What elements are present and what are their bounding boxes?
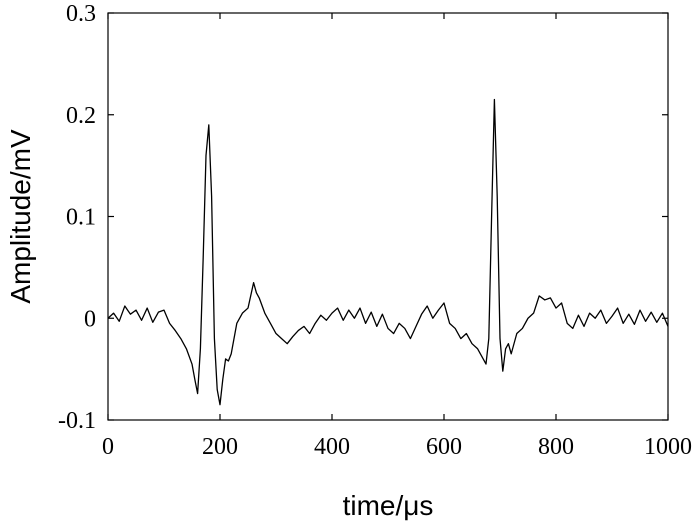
y-tick-label: 0 xyxy=(84,306,96,332)
x-tick-label: 1000 xyxy=(644,434,692,460)
x-tick-label: 800 xyxy=(538,434,574,460)
x-tick-label: 400 xyxy=(314,434,350,460)
y-tick-label: 0.1 xyxy=(66,205,96,231)
signal-line xyxy=(107,98,669,406)
x-tick-label: 0 xyxy=(102,434,114,460)
y-axis-label: Amplitude/mV xyxy=(5,129,36,304)
x-axis-label: time/μs xyxy=(343,490,434,521)
y-tick-label: 0.2 xyxy=(66,103,96,129)
y-tick-label: -0.1 xyxy=(58,408,96,434)
plot-frame xyxy=(107,12,669,421)
tick-labels: 0 200 400 600 800 1000-0.100.10.20.3 xyxy=(58,1,692,460)
x-tick-label: 600 xyxy=(426,434,462,460)
x-tick-label: 200 xyxy=(202,434,238,460)
y-tick-label: 0.3 xyxy=(66,1,96,27)
axis-ticks xyxy=(107,12,669,421)
